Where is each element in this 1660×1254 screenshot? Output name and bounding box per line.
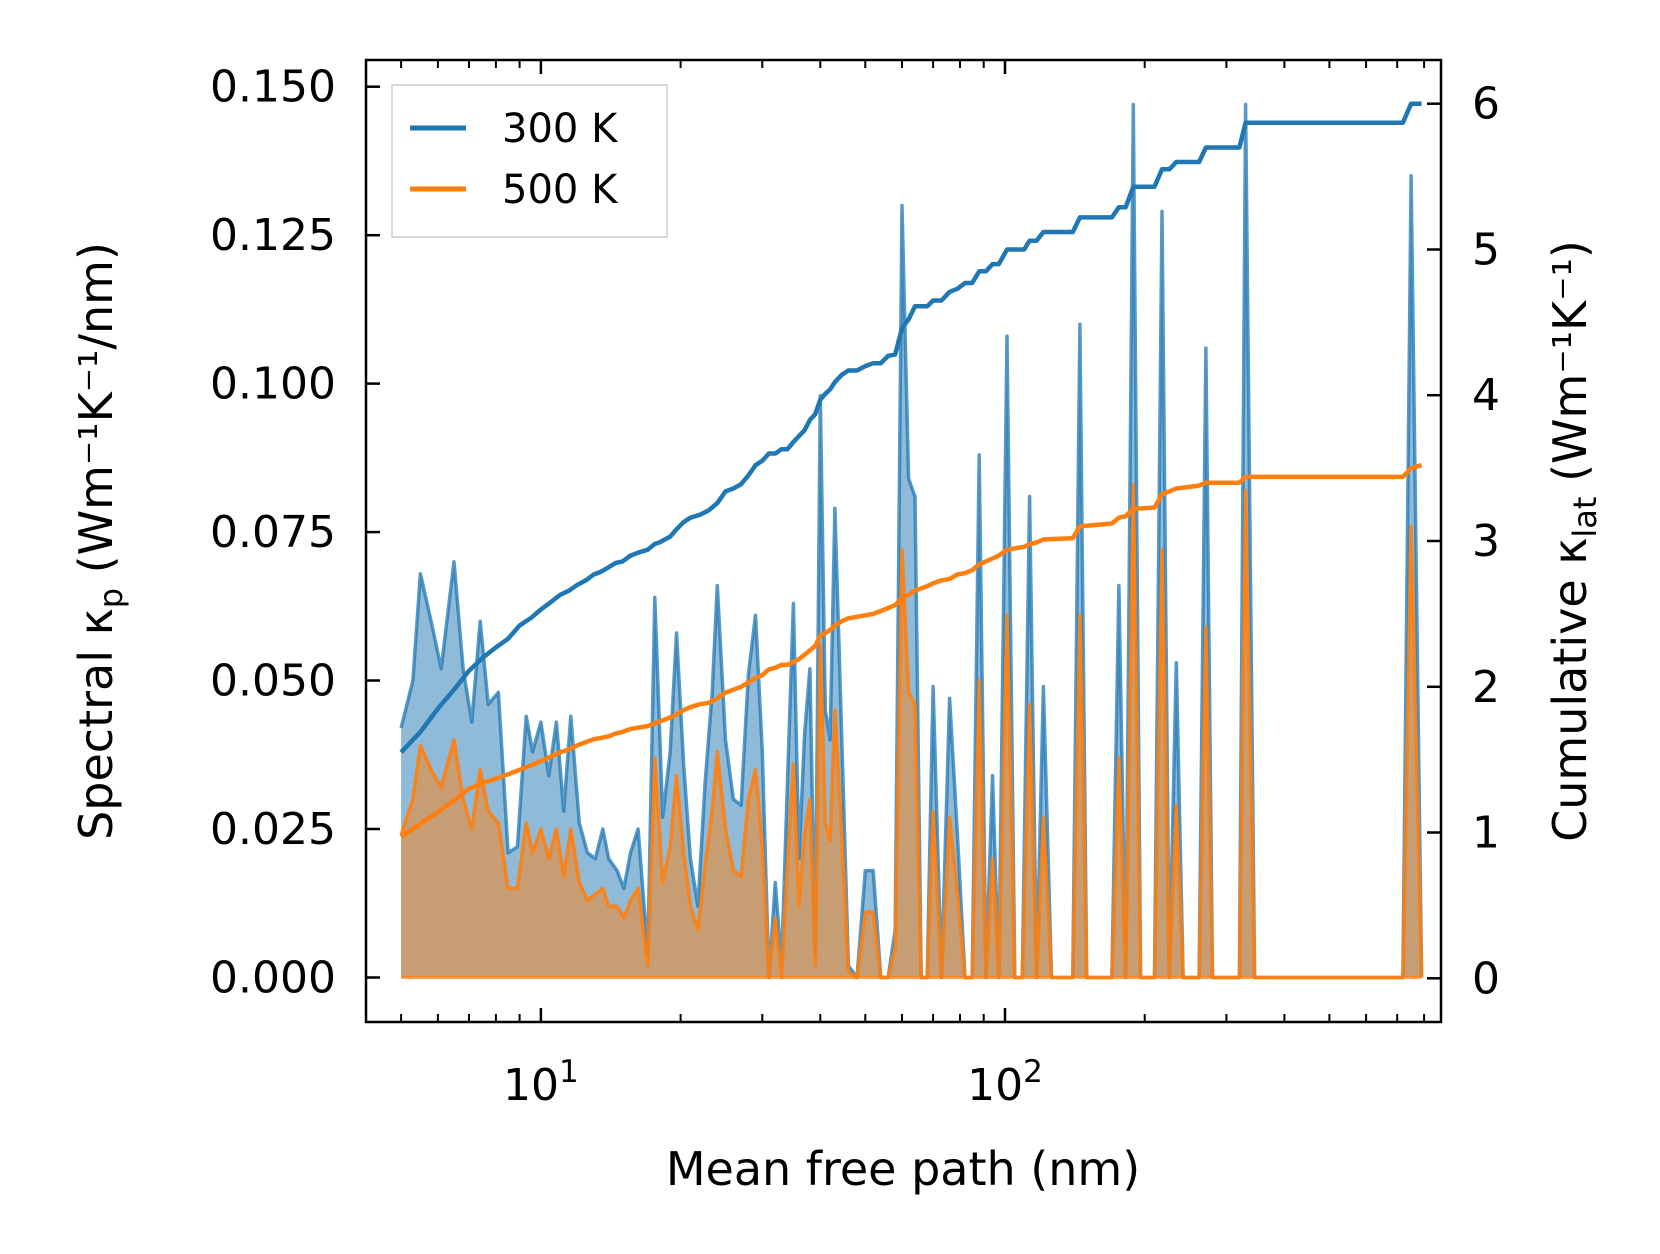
- y-left-tick-label: 0.100: [210, 359, 336, 410]
- legend-label-500k: 500 K: [502, 167, 619, 213]
- y-left-tick-label: 0.125: [210, 210, 336, 261]
- axis-ticks: [366, 60, 1441, 1022]
- y-axis-label-right: Cumulative κlat (Wm⁻¹K⁻¹): [1543, 240, 1604, 842]
- legend-label-300k: 300 K: [502, 106, 619, 152]
- y-left-tick-label: 0.075: [210, 507, 336, 558]
- legend: 300 K 500 K: [391, 84, 668, 238]
- y-left-tick-label: 0.000: [210, 953, 336, 1004]
- plot-frame: [364, 58, 1443, 1024]
- x-tick-label: 101: [503, 1054, 579, 1111]
- y-left-tick-label: 0.025: [210, 804, 336, 855]
- x-tick-label: 102: [967, 1054, 1043, 1111]
- cumulative-line-500k: [399, 463, 1423, 839]
- y-left-tick-label: 0.150: [210, 62, 336, 113]
- x-axis-label: Mean free path (nm): [666, 1142, 1140, 1196]
- legend-box: [391, 84, 668, 238]
- y-right-tick-label: 4: [1472, 370, 1500, 421]
- y-right-tick-label: 6: [1472, 79, 1500, 130]
- y-right-tick-label: 2: [1472, 662, 1500, 713]
- cumulative-line-300k: [399, 101, 1422, 754]
- cumulative-lines: [399, 101, 1423, 839]
- tick-labels: 101 1020.0000.0250.0500.0750.1000.1250.15…: [210, 62, 1500, 1111]
- y-right-tick-label: 3: [1472, 516, 1500, 567]
- y-right-tick-label: 0: [1472, 953, 1500, 1004]
- y-right-tick-label: 5: [1472, 225, 1500, 276]
- y-axis-label-left: Spectral κp (Wm⁻¹K⁻¹/nm): [69, 242, 130, 840]
- y-left-tick-label: 0.050: [210, 656, 336, 707]
- spectral-lines: [399, 102, 1424, 980]
- y-right-tick-label: 1: [1472, 808, 1500, 859]
